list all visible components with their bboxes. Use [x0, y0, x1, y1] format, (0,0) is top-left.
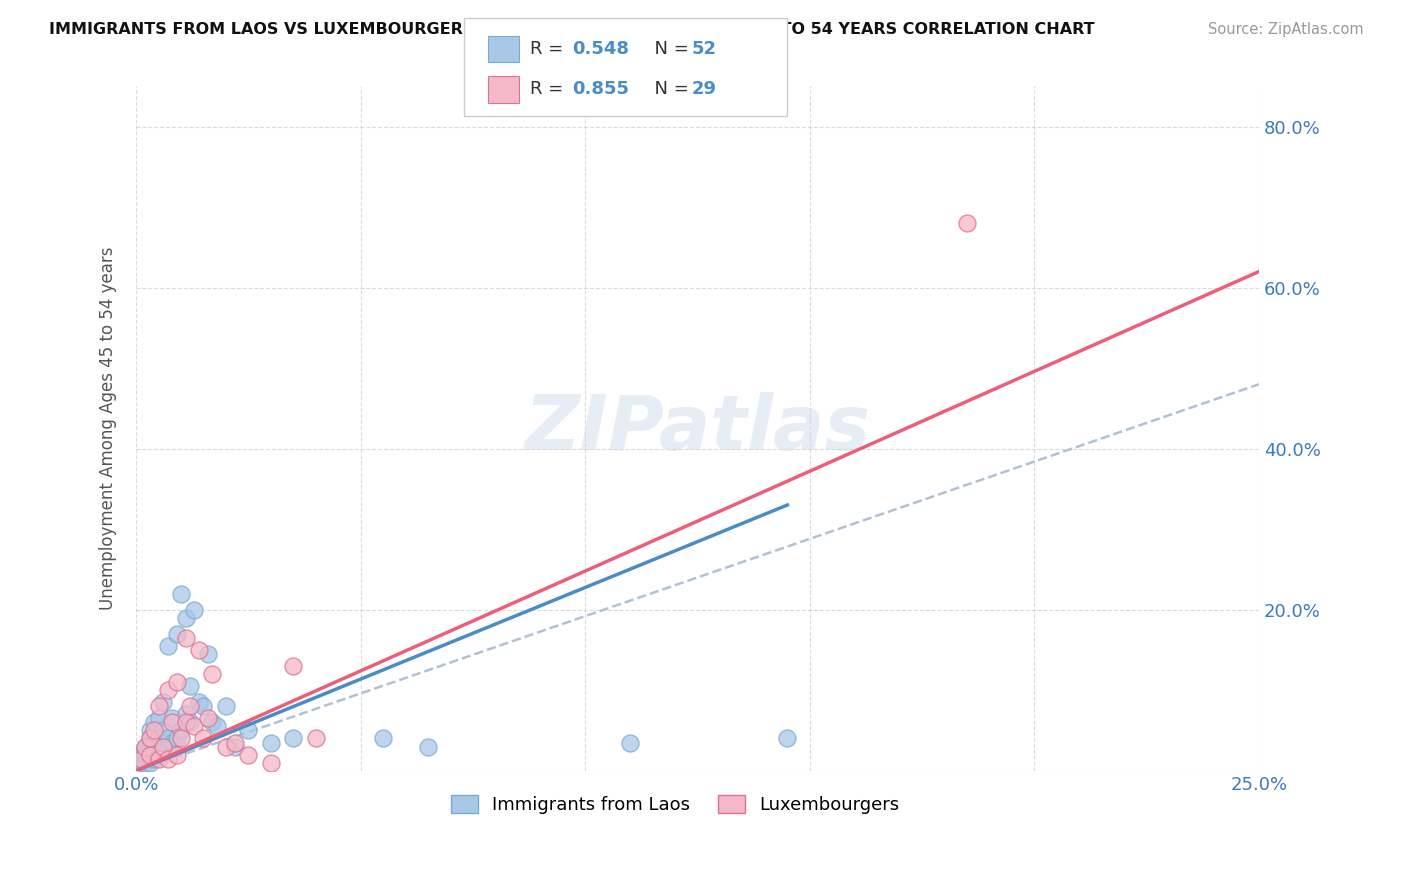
Point — [156, 639, 179, 653]
Point — [134, 739, 156, 754]
Point — [134, 743, 156, 757]
Point — [134, 739, 156, 754]
Text: Source: ZipAtlas.com: Source: ZipAtlas.com — [1208, 22, 1364, 37]
Point — [152, 695, 174, 709]
Point — [174, 611, 197, 625]
Point — [166, 747, 188, 762]
Point — [305, 731, 328, 746]
Point — [193, 731, 215, 746]
Point — [138, 723, 160, 738]
Point — [138, 747, 160, 762]
Text: 0.548: 0.548 — [572, 40, 630, 58]
Point — [148, 711, 170, 725]
Point — [152, 743, 174, 757]
Point — [148, 747, 170, 762]
Text: N =: N = — [643, 40, 695, 58]
Point — [956, 216, 979, 230]
Point — [183, 602, 205, 616]
Point — [160, 711, 183, 725]
Text: 52: 52 — [692, 40, 717, 58]
Point — [143, 751, 166, 765]
Point — [215, 739, 238, 754]
Point — [148, 699, 170, 714]
Point — [201, 715, 224, 730]
Point — [283, 659, 305, 673]
Point — [183, 719, 205, 733]
Point — [197, 711, 219, 725]
Point — [138, 756, 160, 770]
Point — [148, 739, 170, 754]
Y-axis label: Unemployment Among Ages 45 to 54 years: Unemployment Among Ages 45 to 54 years — [100, 247, 117, 610]
Point — [179, 699, 201, 714]
Point — [138, 731, 160, 746]
Point — [152, 723, 174, 738]
Point — [129, 751, 152, 765]
Point — [134, 756, 156, 770]
Point — [138, 747, 160, 762]
Point — [152, 735, 174, 749]
Point — [134, 747, 156, 762]
Point — [143, 723, 166, 738]
Point — [143, 735, 166, 749]
Point — [129, 756, 152, 770]
Point — [188, 643, 211, 657]
Point — [215, 699, 238, 714]
Point — [156, 739, 179, 754]
Point — [138, 739, 160, 754]
Point — [148, 731, 170, 746]
Point — [143, 715, 166, 730]
Point — [170, 586, 193, 600]
Point — [156, 683, 179, 698]
Point — [152, 739, 174, 754]
Point — [179, 715, 201, 730]
Point — [205, 719, 228, 733]
Point — [166, 627, 188, 641]
Point — [260, 735, 283, 749]
Point — [138, 731, 160, 746]
Point — [283, 731, 305, 746]
Point — [416, 739, 439, 754]
Text: R =: R = — [530, 80, 569, 98]
Text: 0.855: 0.855 — [572, 80, 630, 98]
Point — [224, 739, 246, 754]
Point — [174, 707, 197, 722]
Point — [156, 731, 179, 746]
Point — [166, 675, 188, 690]
Point — [193, 699, 215, 714]
Point — [224, 735, 246, 749]
Point — [238, 747, 260, 762]
Point — [156, 751, 179, 765]
Point — [373, 731, 395, 746]
Point — [129, 747, 152, 762]
Text: 29: 29 — [692, 80, 717, 98]
Point — [170, 723, 193, 738]
Point — [160, 735, 183, 749]
Legend: Immigrants from Laos, Luxembourgers: Immigrants from Laos, Luxembourgers — [441, 786, 908, 823]
Text: IMMIGRANTS FROM LAOS VS LUXEMBOURGER UNEMPLOYMENT AMONG AGES 45 TO 54 YEARS CORR: IMMIGRANTS FROM LAOS VS LUXEMBOURGER UNE… — [49, 22, 1095, 37]
Point — [148, 751, 170, 765]
Point — [201, 667, 224, 681]
Point — [166, 731, 188, 746]
Point — [170, 731, 193, 746]
Point — [238, 723, 260, 738]
Point — [260, 756, 283, 770]
Point — [188, 695, 211, 709]
Text: ZIPatlas: ZIPatlas — [524, 392, 870, 466]
Point — [174, 715, 197, 730]
Point — [174, 631, 197, 645]
Point — [197, 647, 219, 661]
Point — [776, 731, 799, 746]
Point — [160, 715, 183, 730]
Point — [619, 735, 641, 749]
Point — [129, 751, 152, 765]
Text: N =: N = — [643, 80, 695, 98]
Point — [179, 679, 201, 693]
Point — [143, 743, 166, 757]
Text: R =: R = — [530, 40, 569, 58]
